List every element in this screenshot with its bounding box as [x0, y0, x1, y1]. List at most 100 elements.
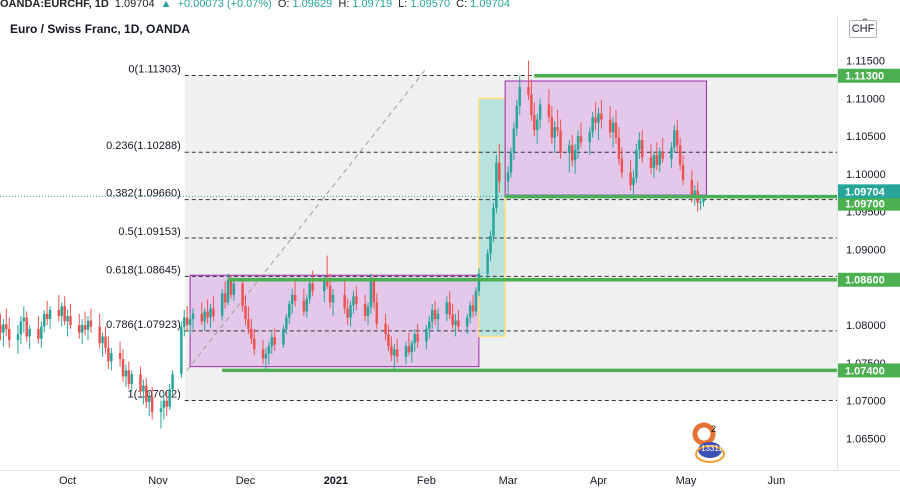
price-tick-label: 1.10000 [846, 169, 886, 181]
candle-body [553, 127, 556, 138]
time-tick-label: Jun [768, 475, 786, 487]
candle-body [232, 283, 236, 295]
candle-body [127, 370, 131, 385]
candle-body [433, 309, 437, 320]
candle-body [162, 400, 166, 409]
time-tick-label: Nov [148, 475, 168, 487]
candle-body [471, 305, 475, 312]
candle-body [66, 316, 69, 322]
candle-body [533, 115, 536, 131]
candle-body [77, 325, 81, 333]
candle-body [681, 164, 685, 181]
watermark-ring-icon [695, 445, 725, 463]
candle-body [413, 334, 416, 344]
candle-body [430, 309, 434, 322]
candle-body [404, 346, 408, 357]
close-label: C: [456, 0, 468, 10]
candle-body [652, 155, 656, 168]
candle-body [649, 157, 653, 168]
candle-body [328, 285, 332, 303]
candle-body [5, 324, 8, 329]
candle-body [594, 117, 597, 123]
candle-body [702, 196, 705, 202]
candle-body [42, 313, 46, 327]
candle-body [220, 293, 224, 317]
symbol-label: OANDA:EURCHF, 1D [0, 0, 109, 10]
candle-body [250, 328, 253, 339]
candle-body [325, 279, 329, 286]
candle-body [509, 152, 513, 173]
candle-body [352, 296, 355, 306]
candle-body [407, 346, 411, 353]
candle-body [492, 207, 495, 236]
candle-body [121, 359, 125, 377]
candle-body [273, 337, 276, 345]
candle-body [573, 149, 577, 161]
fib-trend-line [186, 70, 426, 371]
price-tick-label: 1.11500 [846, 56, 885, 68]
candle-body [393, 349, 396, 356]
candle-body [390, 346, 393, 356]
currency-button[interactable]: CHF [849, 20, 877, 38]
range-box-late [504, 80, 707, 196]
candle-body [506, 172, 510, 182]
candle-body [267, 346, 271, 354]
candle-body [477, 273, 481, 292]
candle-body [588, 132, 591, 143]
candle-body [579, 136, 583, 143]
candle-body [498, 162, 501, 182]
candle-body [101, 336, 104, 344]
candle-body [229, 279, 233, 295]
candle-body [89, 320, 93, 327]
candle-body [474, 291, 478, 312]
candle-body [614, 122, 618, 138]
candle-body [203, 311, 206, 322]
candle-body [547, 104, 551, 118]
candle-body [19, 321, 23, 335]
candle-body [282, 328, 285, 345]
price-tag-label: 1.09700 [845, 199, 885, 211]
price-tag-layer: 1.11300 1.09700 1.08600 1.07400 1.09704 [838, 68, 900, 378]
candle-body [209, 308, 212, 318]
candle-body [600, 113, 603, 120]
candle-body [200, 313, 203, 322]
candle-body [305, 298, 309, 312]
candle-body [343, 294, 346, 309]
candle-body [617, 137, 621, 159]
candle-body [130, 374, 133, 385]
candle-body [620, 158, 624, 173]
candle-body [678, 145, 682, 165]
candle-body [591, 117, 594, 133]
time-tick-label: 2021 [324, 475, 348, 487]
chart-title: Euro / Swiss Franc, 1D, OANDA [10, 22, 191, 36]
candle-body [538, 104, 542, 120]
candle-body [45, 313, 49, 320]
candle-body [183, 317, 186, 327]
price-tick-label: 1.08000 [846, 320, 886, 332]
candle-body [212, 308, 215, 317]
candle-body [80, 325, 84, 333]
candle-body [693, 190, 696, 197]
candle-body [349, 305, 352, 318]
candle-body [48, 309, 52, 320]
candle-body [60, 306, 63, 317]
candle-body [0, 325, 2, 333]
candle-body [25, 317, 28, 337]
candle-body [293, 294, 297, 301]
change-value: +0.00073 (+0.07%) [177, 0, 272, 10]
time-tick-label: Apr [590, 475, 607, 487]
candle-body [270, 337, 274, 347]
candle-body [98, 326, 101, 344]
candle-body [171, 374, 174, 390]
candle-body [331, 294, 335, 303]
candle-body [244, 306, 247, 320]
candle-body [699, 201, 702, 203]
time-tick-label: Mar [499, 475, 518, 487]
fib-level-label: 0.5(1.09153) [118, 226, 180, 238]
candle-body [635, 149, 638, 178]
candle-body [661, 151, 664, 159]
candle-body [384, 323, 387, 335]
watermark-logo-icon [692, 422, 716, 446]
candle-body [148, 396, 151, 403]
